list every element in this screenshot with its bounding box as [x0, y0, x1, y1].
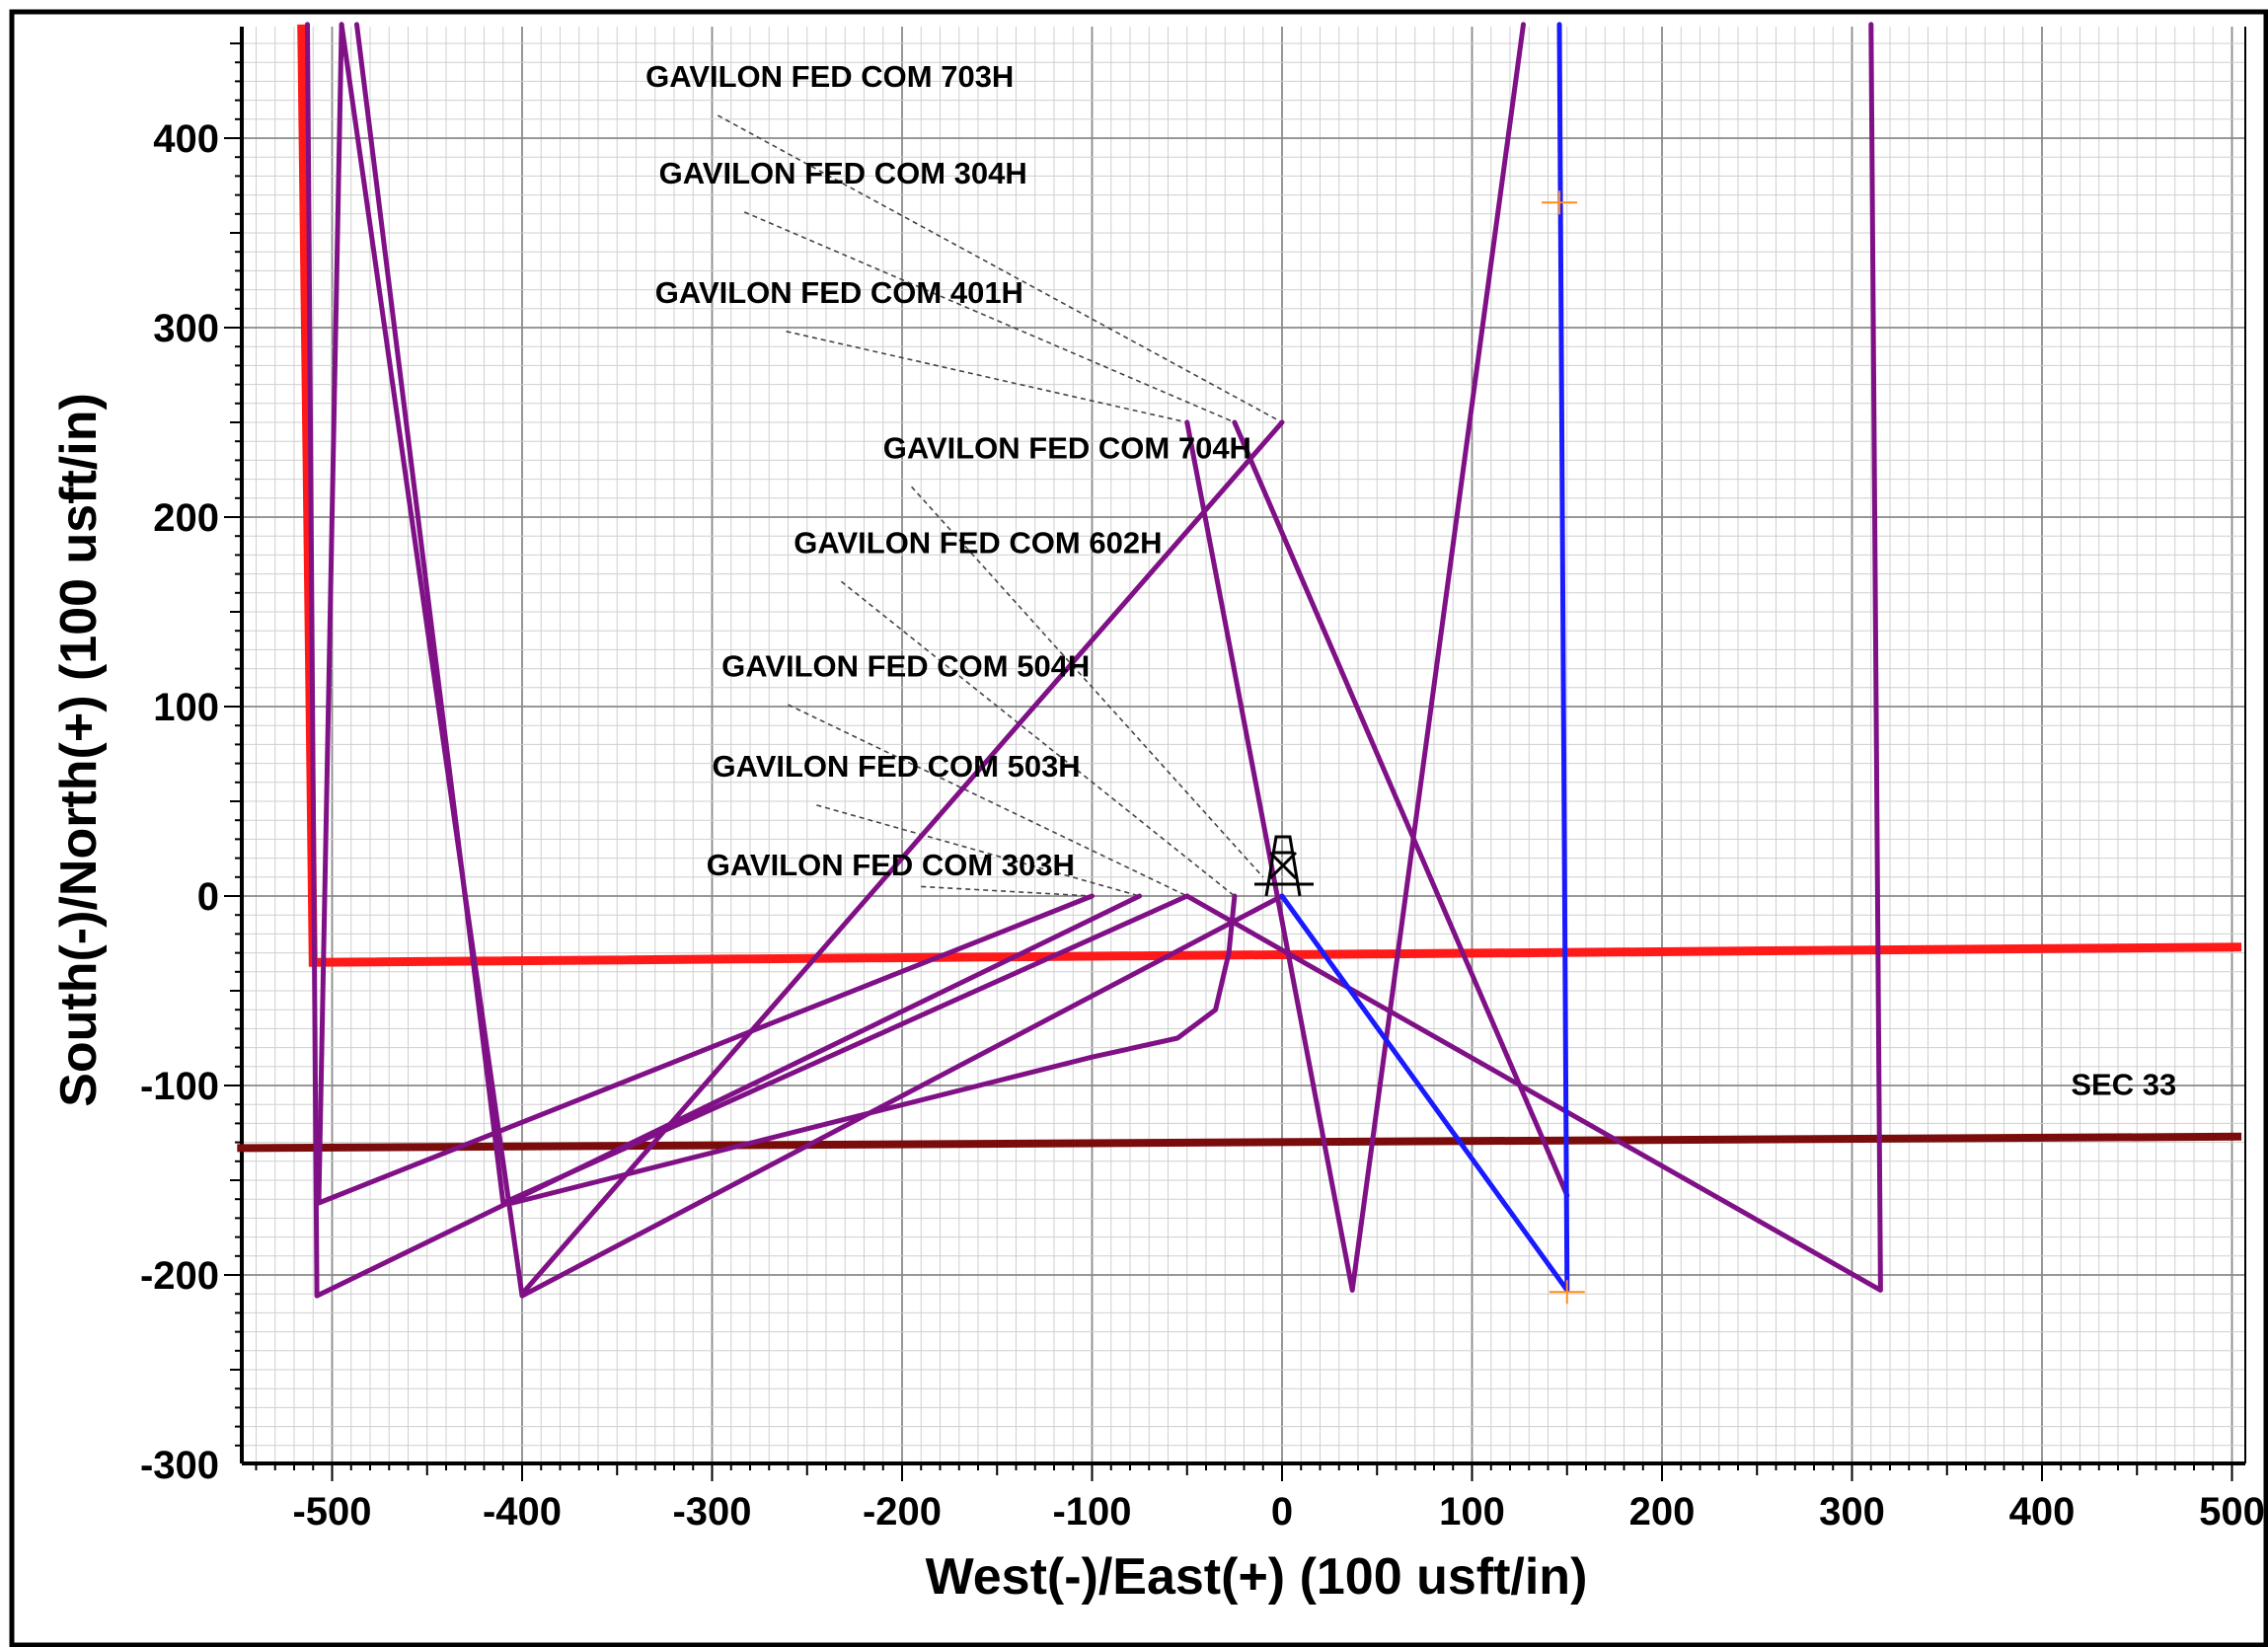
x-tick-label: 0: [1271, 1490, 1293, 1534]
well-labels: GAVILON FED COM 703H GAVILON FED COM 304H…: [645, 59, 1251, 882]
well-label: GAVILON FED COM 303H: [707, 848, 1075, 882]
markers: [1254, 190, 1585, 1305]
section-label: SEC 33: [2071, 1068, 2176, 1102]
offset-well-trace: [354, 22, 1190, 1206]
y-tick-label: 100: [153, 686, 219, 729]
rig-icon: [1254, 835, 1314, 897]
offset-well-trace: [305, 22, 1143, 1299]
x-tick-label: -200: [863, 1490, 942, 1534]
offset-well-trace: [509, 893, 1238, 1206]
y-tick-label: 400: [153, 117, 219, 161]
x-tick-label: 500: [2199, 1490, 2265, 1534]
offset-well-trace: [1184, 22, 1883, 1293]
offset-well-trace: [1232, 419, 1570, 1198]
x-axis-title: West(-)/East(+) (100 usft/in): [926, 1548, 1588, 1606]
x-tick-label: -500: [292, 1490, 371, 1534]
well-label: GAVILON FED COM 503H: [713, 749, 1081, 784]
section-line: [237, 1132, 2242, 1153]
y-tick-label: 200: [153, 496, 219, 540]
axis-ticks: [224, 27, 2246, 1481]
label-leader-line: [921, 885, 1093, 897]
label-leader-line: [743, 211, 1236, 423]
well-label: GAVILON FED COM 304H: [659, 156, 1027, 190]
y-tick-label: -300: [140, 1444, 219, 1487]
y-tick-labels: -300 -200 -100 0 100 200 300 400: [140, 117, 219, 1487]
label-leader-line: [788, 704, 1188, 897]
x-tick-label: -400: [483, 1490, 562, 1534]
label-leader-line: [840, 580, 1236, 897]
x-tick-label: 400: [2009, 1490, 2076, 1534]
label-leader-lines: [717, 114, 1283, 897]
target-marker: [1542, 190, 1578, 215]
target-marker: [1549, 1280, 1585, 1305]
label-leader-line: [717, 114, 1283, 423]
x-tick-labels: -500 -400 -300 -200 -100 0 100 200 300 400 500: [292, 1490, 2264, 1534]
well-label: GAVILON FED COM 704H: [883, 430, 1251, 465]
offset-well-trace: [316, 22, 1095, 1206]
y-axis-title: South(-)/North(+) (100 usft/in): [50, 393, 108, 1107]
x-tick-label: -300: [672, 1490, 751, 1534]
well-label: GAVILON FED COM 401H: [655, 275, 1023, 310]
offset-well-trace: [1184, 22, 1526, 1293]
y-tick-label: -100: [140, 1065, 219, 1108]
label-leader-line: [911, 486, 1264, 878]
x-tick-label: -100: [1052, 1490, 1131, 1534]
label-leader-line: [816, 804, 1140, 897]
figure-frame: [9, 9, 2268, 1647]
x-tick-label: 100: [1439, 1490, 1505, 1534]
x-tick-label: 200: [1629, 1490, 1696, 1534]
well-label: GAVILON FED COM 602H: [794, 525, 1162, 560]
well-label: GAVILON FED COM 703H: [645, 59, 1014, 94]
line-series: [237, 22, 2242, 1299]
y-tick-label: -200: [140, 1254, 219, 1298]
y-tick-label: 0: [197, 875, 219, 919]
offset-well-trace: [519, 419, 1285, 1297]
label-leader-line: [786, 331, 1187, 423]
well-label: GAVILON FED COM 504H: [721, 648, 1090, 683]
x-tick-label: 300: [1819, 1490, 1885, 1534]
y-tick-label: 300: [153, 307, 219, 350]
